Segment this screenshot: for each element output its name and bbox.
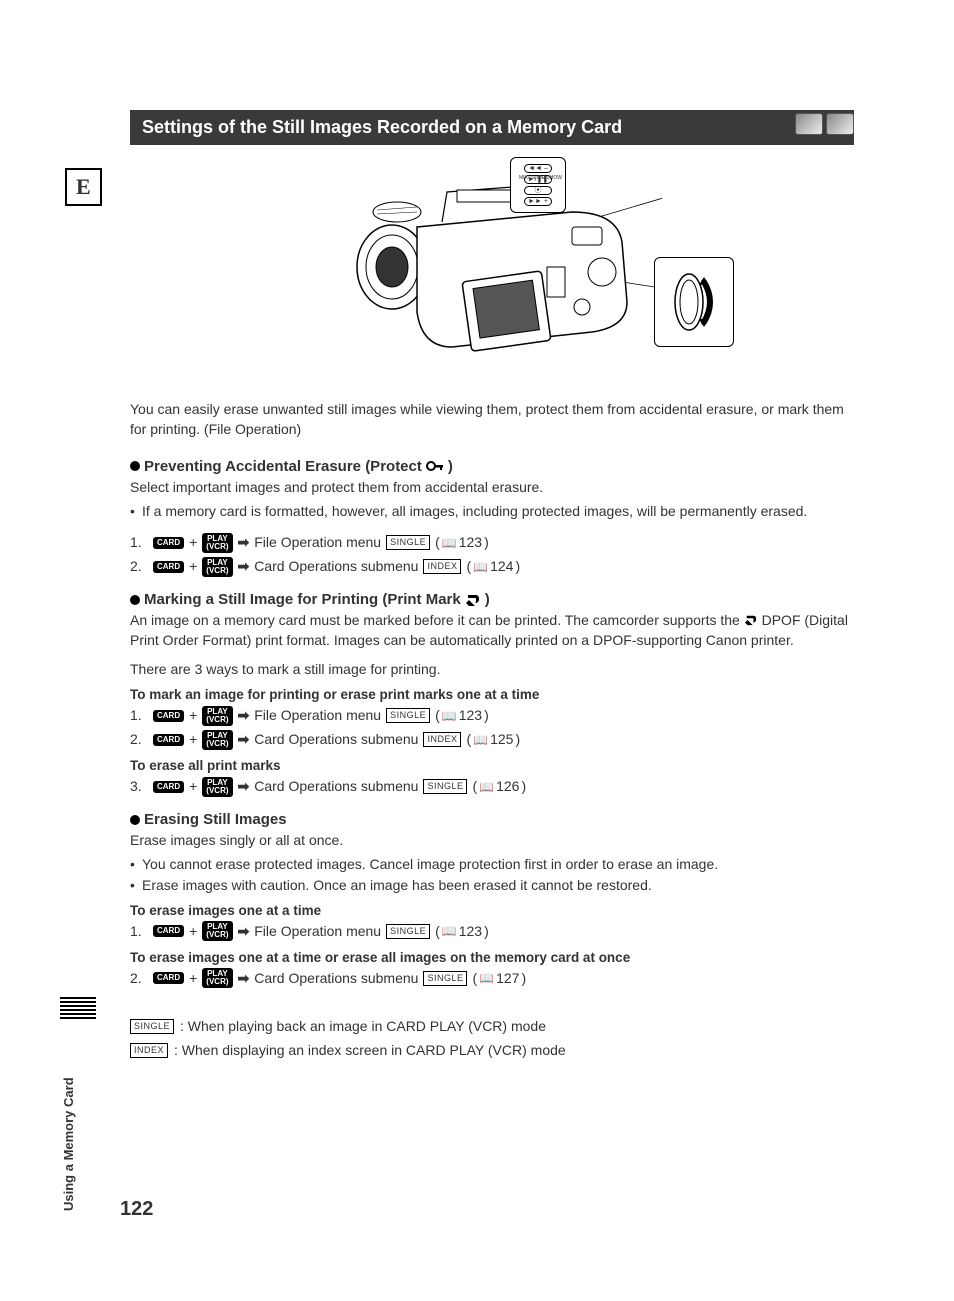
single-box: SINGLE [386,535,430,551]
page-number: 122 [120,1198,153,1221]
language-badge: E [65,168,102,206]
printmark-sub1: To mark an image for printing or erase p… [130,687,854,702]
mix-slide-label: MIX/ SLIDE SHOW [519,176,562,181]
book-icon: 📖 [442,922,457,940]
rewind-button-icon: ◄◄ – [524,164,552,173]
protect-bullet: If a memory card is formatted, however, … [130,501,854,521]
protect-step2: 2. CARD + PLAY(VCR) ➡ Card Operations su… [130,556,854,577]
printmark-heading: Marking a Still Image for Printing (Prin… [130,591,854,608]
protect-body: Select important images and protect them… [130,477,854,497]
page-title: Settings of the Still Images Recorded on… [142,117,622,138]
index-box: INDEX [423,559,461,575]
printmark-step2: 2. CARD + PLAY(VCR) ➡ Card Operations su… [130,729,854,750]
protect-step1: 1. CARD + PLAY(VCR) ➡ File Operation men… [130,532,854,553]
book-icon: 📖 [442,707,457,725]
protect-section: Preventing Accidental Erasure (Protect )… [130,458,854,578]
erase-sub1: To erase images one at a time [130,903,854,918]
disc-icon [795,113,823,135]
sd-icon [826,113,854,135]
erase-step2: 2. CARD + PLAY(VCR) ➡ Card Operations su… [130,968,854,989]
protect-heading: Preventing Accidental Erasure (Protect ) [130,458,854,475]
intro-text: You can easily erase unwanted still imag… [130,399,854,440]
book-icon: 📖 [479,969,494,987]
legend-single: SINGLE : When playing back an image in C… [130,1016,854,1037]
stop-button-icon: ⦿ [524,186,552,195]
buttons-callout: ◄◄ – ►/❚❚ MIX/ SLIDE SHOW ⦿ ►► + [510,157,566,213]
side-decoration [60,997,96,1021]
protect-key-icon [426,459,444,473]
erase-heading: Erasing Still Images [130,811,854,828]
book-icon: 📖 [479,778,494,796]
page-title-bar: Settings of the Still Images Recorded on… [130,110,854,145]
bullet-icon [130,815,140,825]
book-icon: 📖 [442,534,457,552]
bullet-icon [130,461,140,471]
printmark-sub2: To erase all print marks [130,758,854,773]
play-vcr-pill: PLAY(VCR) [202,533,232,553]
print-mark-icon [744,614,758,626]
camcorder-icon [322,172,662,372]
printmark-step3: 3. CARD + PLAY(VCR) ➡ Card Operations su… [130,776,854,797]
book-icon: 📖 [473,731,488,749]
print-mark-icon [465,593,481,607]
erase-section: Erasing Still Images Erase images singly… [130,811,854,989]
dial-callout [654,257,734,347]
legend-index: INDEX : When displaying an index screen … [130,1040,854,1061]
ff-button-icon: ►► + [524,197,552,206]
title-icons [795,113,854,135]
card-pill: CARD [153,537,184,549]
printmark-body: An image on a memory card must be marked… [130,610,854,651]
printmark-section: Marking a Still Image for Printing (Prin… [130,591,854,797]
printmark-step1: 1. CARD + PLAY(VCR) ➡ File Operation men… [130,705,854,726]
erase-sub2: To erase images one at a time or erase a… [130,950,854,965]
book-icon: 📖 [473,558,488,576]
bullet-icon [130,595,140,605]
chapter-tab: Using a Memory Card [61,1077,76,1211]
erase-step1: 1. CARD + PLAY(VCR) ➡ File Operation men… [130,921,854,942]
camcorder-diagram: ◄◄ – ►/❚❚ MIX/ SLIDE SHOW ⦿ ►► + [130,157,854,387]
